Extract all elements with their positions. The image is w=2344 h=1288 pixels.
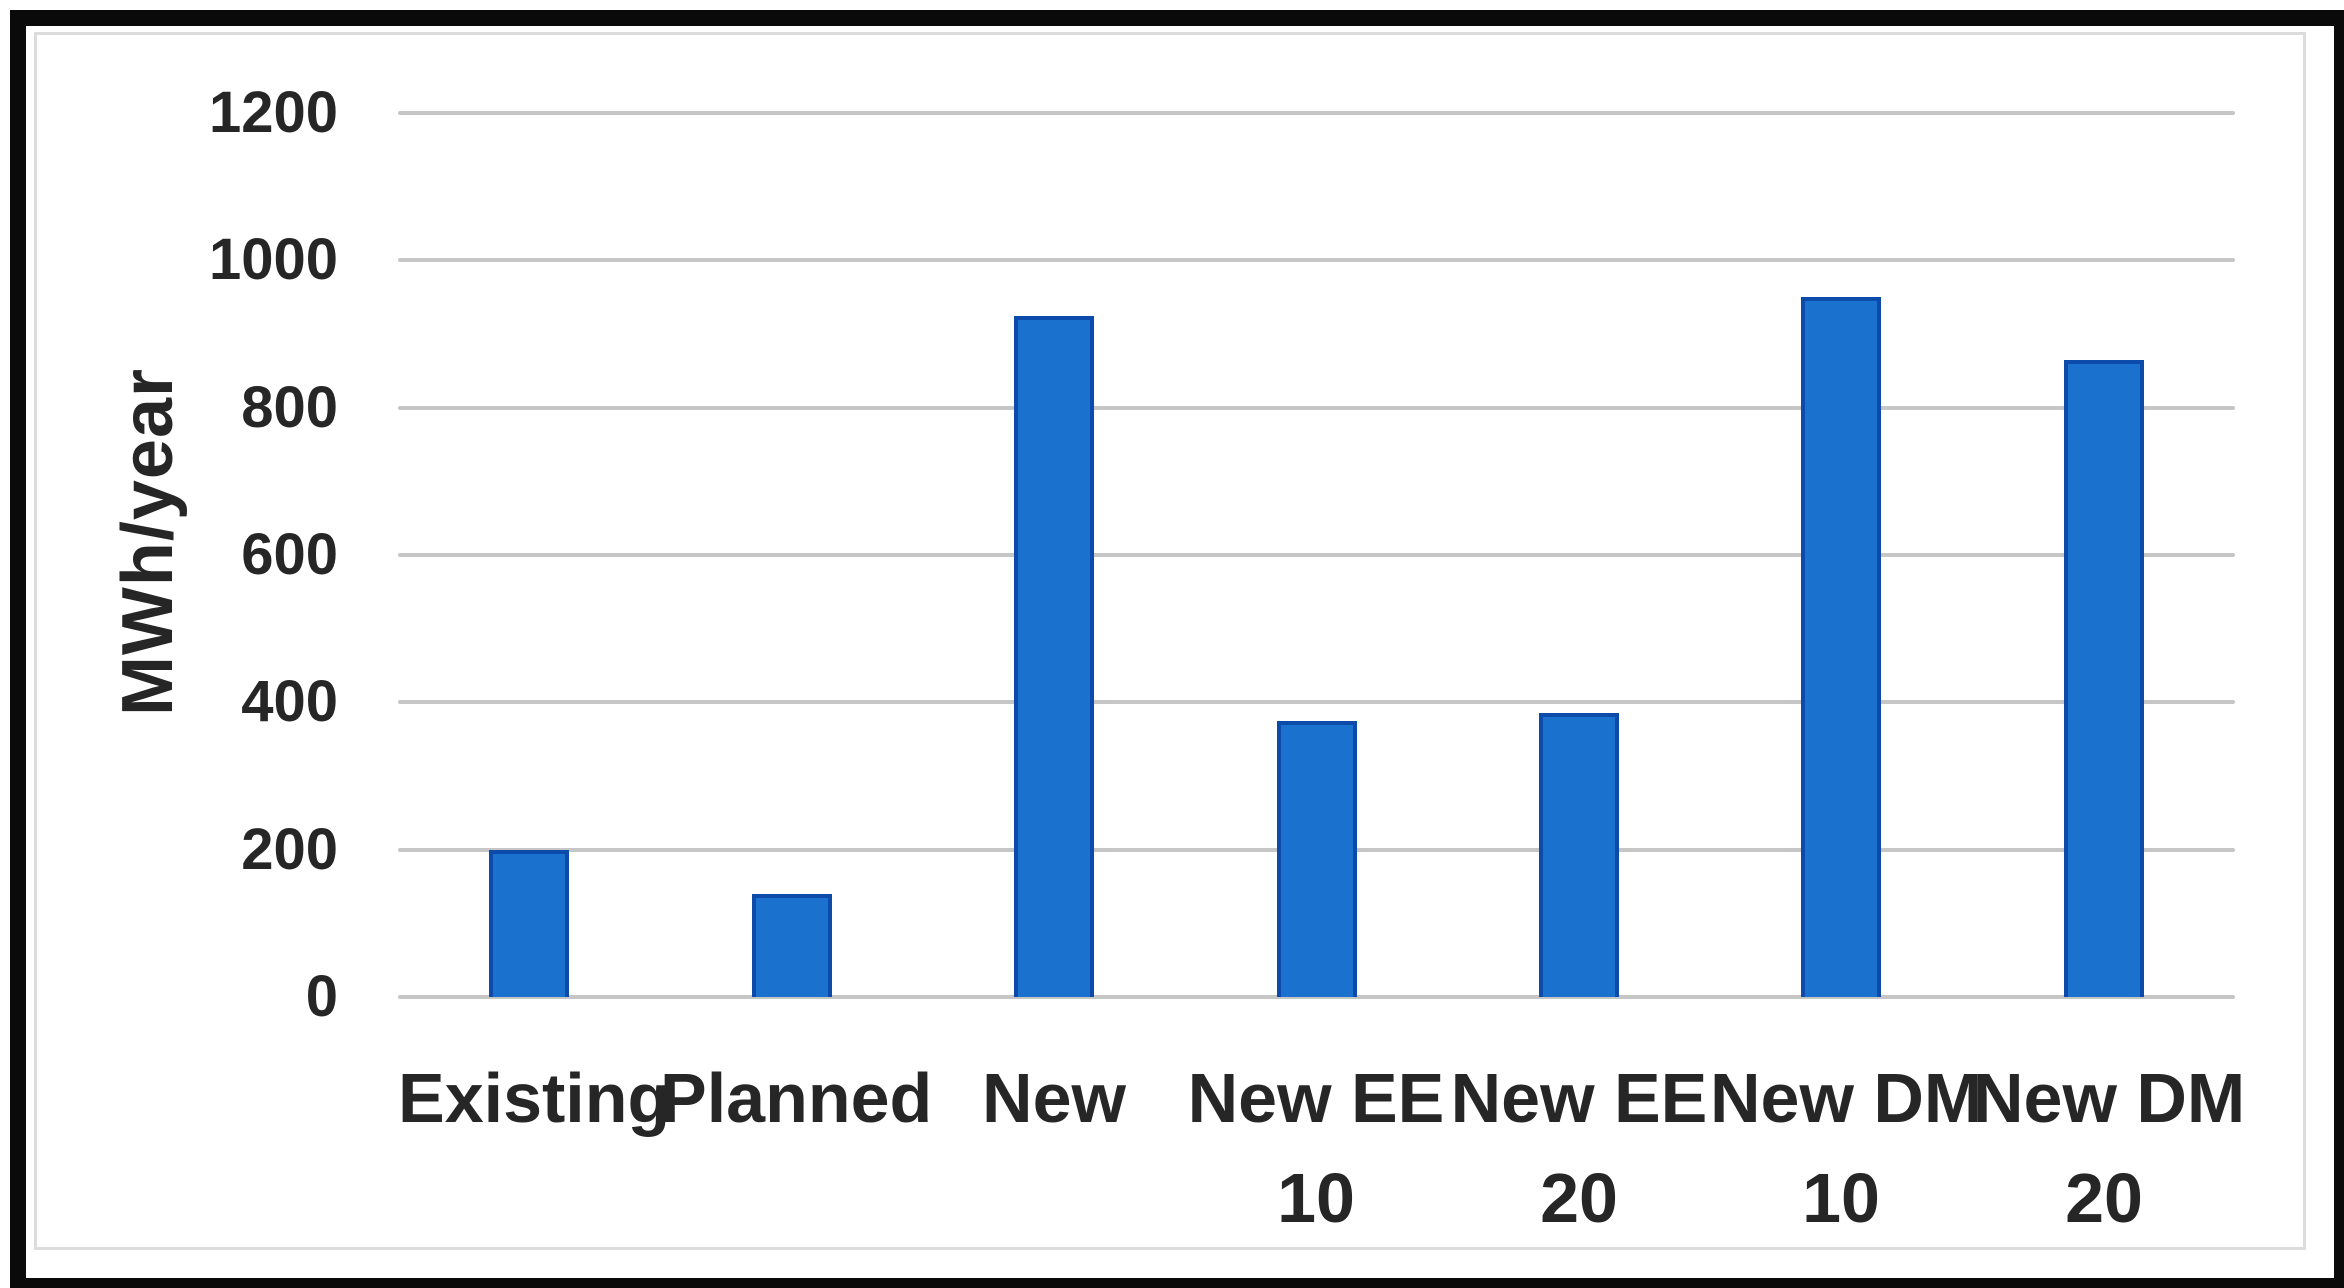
- y-tick-label-1000: 1000: [208, 227, 338, 293]
- y-tick-label-1200: 1200: [208, 80, 338, 145]
- x-category-label-line: Existing: [398, 1059, 671, 1137]
- x-category-label-new-dm-10: New DM 10: [1710, 1048, 1983, 1248]
- gridline-1200: [398, 111, 2235, 115]
- x-category-label-new-dm-20: New DM 20: [1973, 1048, 2246, 1248]
- gridline-0: [398, 995, 2235, 999]
- x-category-label-line: New DM: [1973, 1059, 2246, 1137]
- gridline-600: [398, 553, 2235, 557]
- x-category-label-line: New: [982, 1059, 1126, 1137]
- y-tick-label-400: 400: [241, 669, 338, 735]
- figure-border: [10, 10, 2344, 1288]
- x-category-label-line: 10: [1802, 1159, 1880, 1237]
- y-tick-label-800: 800: [241, 374, 338, 440]
- x-category-label-line: New EE: [1450, 1059, 1708, 1137]
- bar-new: [1014, 316, 1094, 997]
- gridline-400: [398, 700, 2235, 705]
- bar-planned: [752, 894, 832, 997]
- x-category-label-line: 20: [1540, 1159, 1618, 1237]
- x-category-label-planned: Planned: [660, 1048, 933, 1148]
- x-category-label-line: New DM: [1710, 1059, 1983, 1137]
- chart-area-frame: [34, 32, 2306, 1250]
- y-tick-label-200: 200: [241, 816, 338, 882]
- y-tick-label-0: 0: [305, 964, 338, 1029]
- x-category-label-new-ee-10: New EE 10: [1185, 1048, 1447, 1248]
- bar-new-ee-10: [1277, 721, 1357, 997]
- bar-new-dm-10: [1801, 297, 1881, 997]
- bar-new-ee-20: [1539, 713, 1619, 997]
- gridline-800: [398, 405, 2235, 410]
- x-category-label-new: New: [923, 1048, 1185, 1148]
- x-category-label-existing: Existing: [398, 1048, 671, 1148]
- x-category-label-new-ee-20: New EE 20: [1448, 1048, 1710, 1248]
- bar-new-dm-20: [2064, 360, 2144, 997]
- x-category-label-line: 10: [1277, 1159, 1355, 1237]
- x-category-label-line: 20: [2065, 1159, 2143, 1237]
- x-category-label-line: Planned: [660, 1059, 933, 1137]
- x-category-label-line: New EE: [1187, 1059, 1445, 1137]
- bar-existing: [489, 850, 569, 997]
- y-tick-label-600: 600: [241, 522, 338, 587]
- gridline-1000: [398, 258, 2235, 263]
